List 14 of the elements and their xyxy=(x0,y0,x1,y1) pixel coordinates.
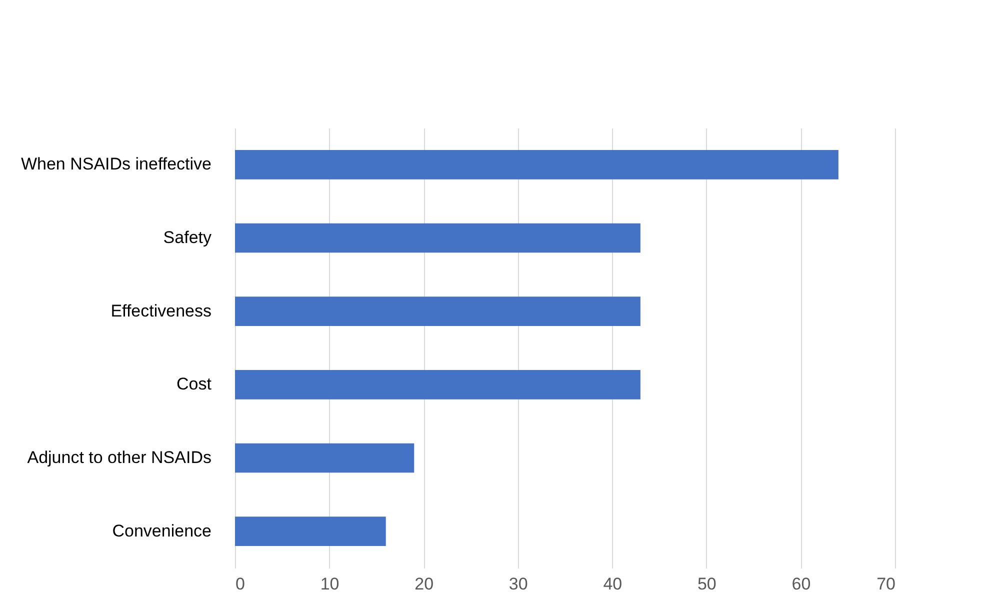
x-tick-label: 60 xyxy=(792,574,811,594)
y-tick-label: Effectiveness xyxy=(110,301,212,320)
x-tick-label: 10 xyxy=(320,574,340,594)
x-tick-label: 30 xyxy=(508,574,528,594)
x-tick-label: 70 xyxy=(876,574,896,594)
y-tick-label: When NSAIDs ineffective xyxy=(20,154,212,174)
y-tick-label: Cost xyxy=(176,374,212,394)
x-tick-label: 50 xyxy=(697,574,716,594)
x-tick-label: 0 xyxy=(236,574,245,594)
x-tick-label: 20 xyxy=(414,574,434,594)
y-tick-label: Adjunct to other NSAIDs xyxy=(27,448,212,467)
y-tick-label: Safety xyxy=(163,228,212,247)
x-tick-label: 40 xyxy=(603,574,622,594)
y-tick-label: Convenience xyxy=(112,521,212,540)
